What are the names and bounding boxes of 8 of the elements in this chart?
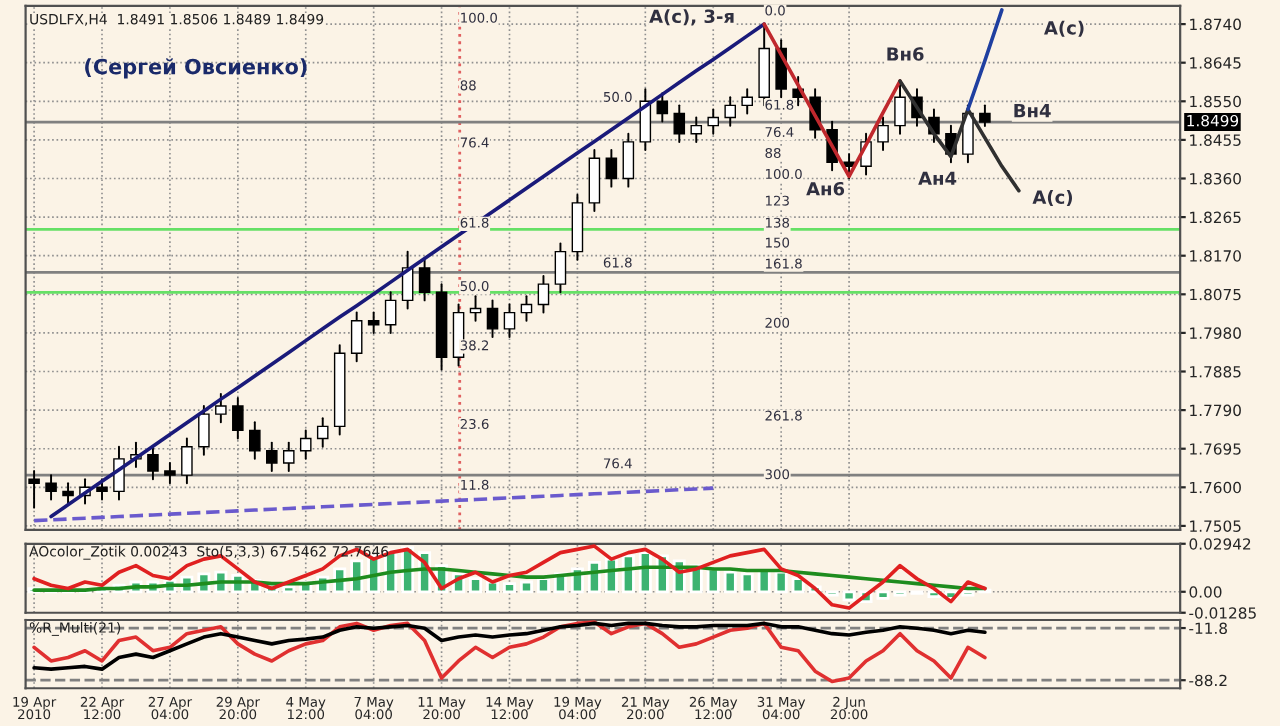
annotation: A(c), 3-я (649, 9, 734, 26)
annotation: Ан4 (918, 171, 957, 185)
annotation: Ан6 (806, 181, 845, 196)
text: (Сергей Овсиенко) (85, 58, 307, 79)
annotation: A(c) (1032, 189, 1073, 207)
annotation: A(c) (1044, 20, 1084, 37)
annotation: Вн4 (1014, 104, 1051, 118)
annotation: Вн6 (887, 47, 924, 61)
